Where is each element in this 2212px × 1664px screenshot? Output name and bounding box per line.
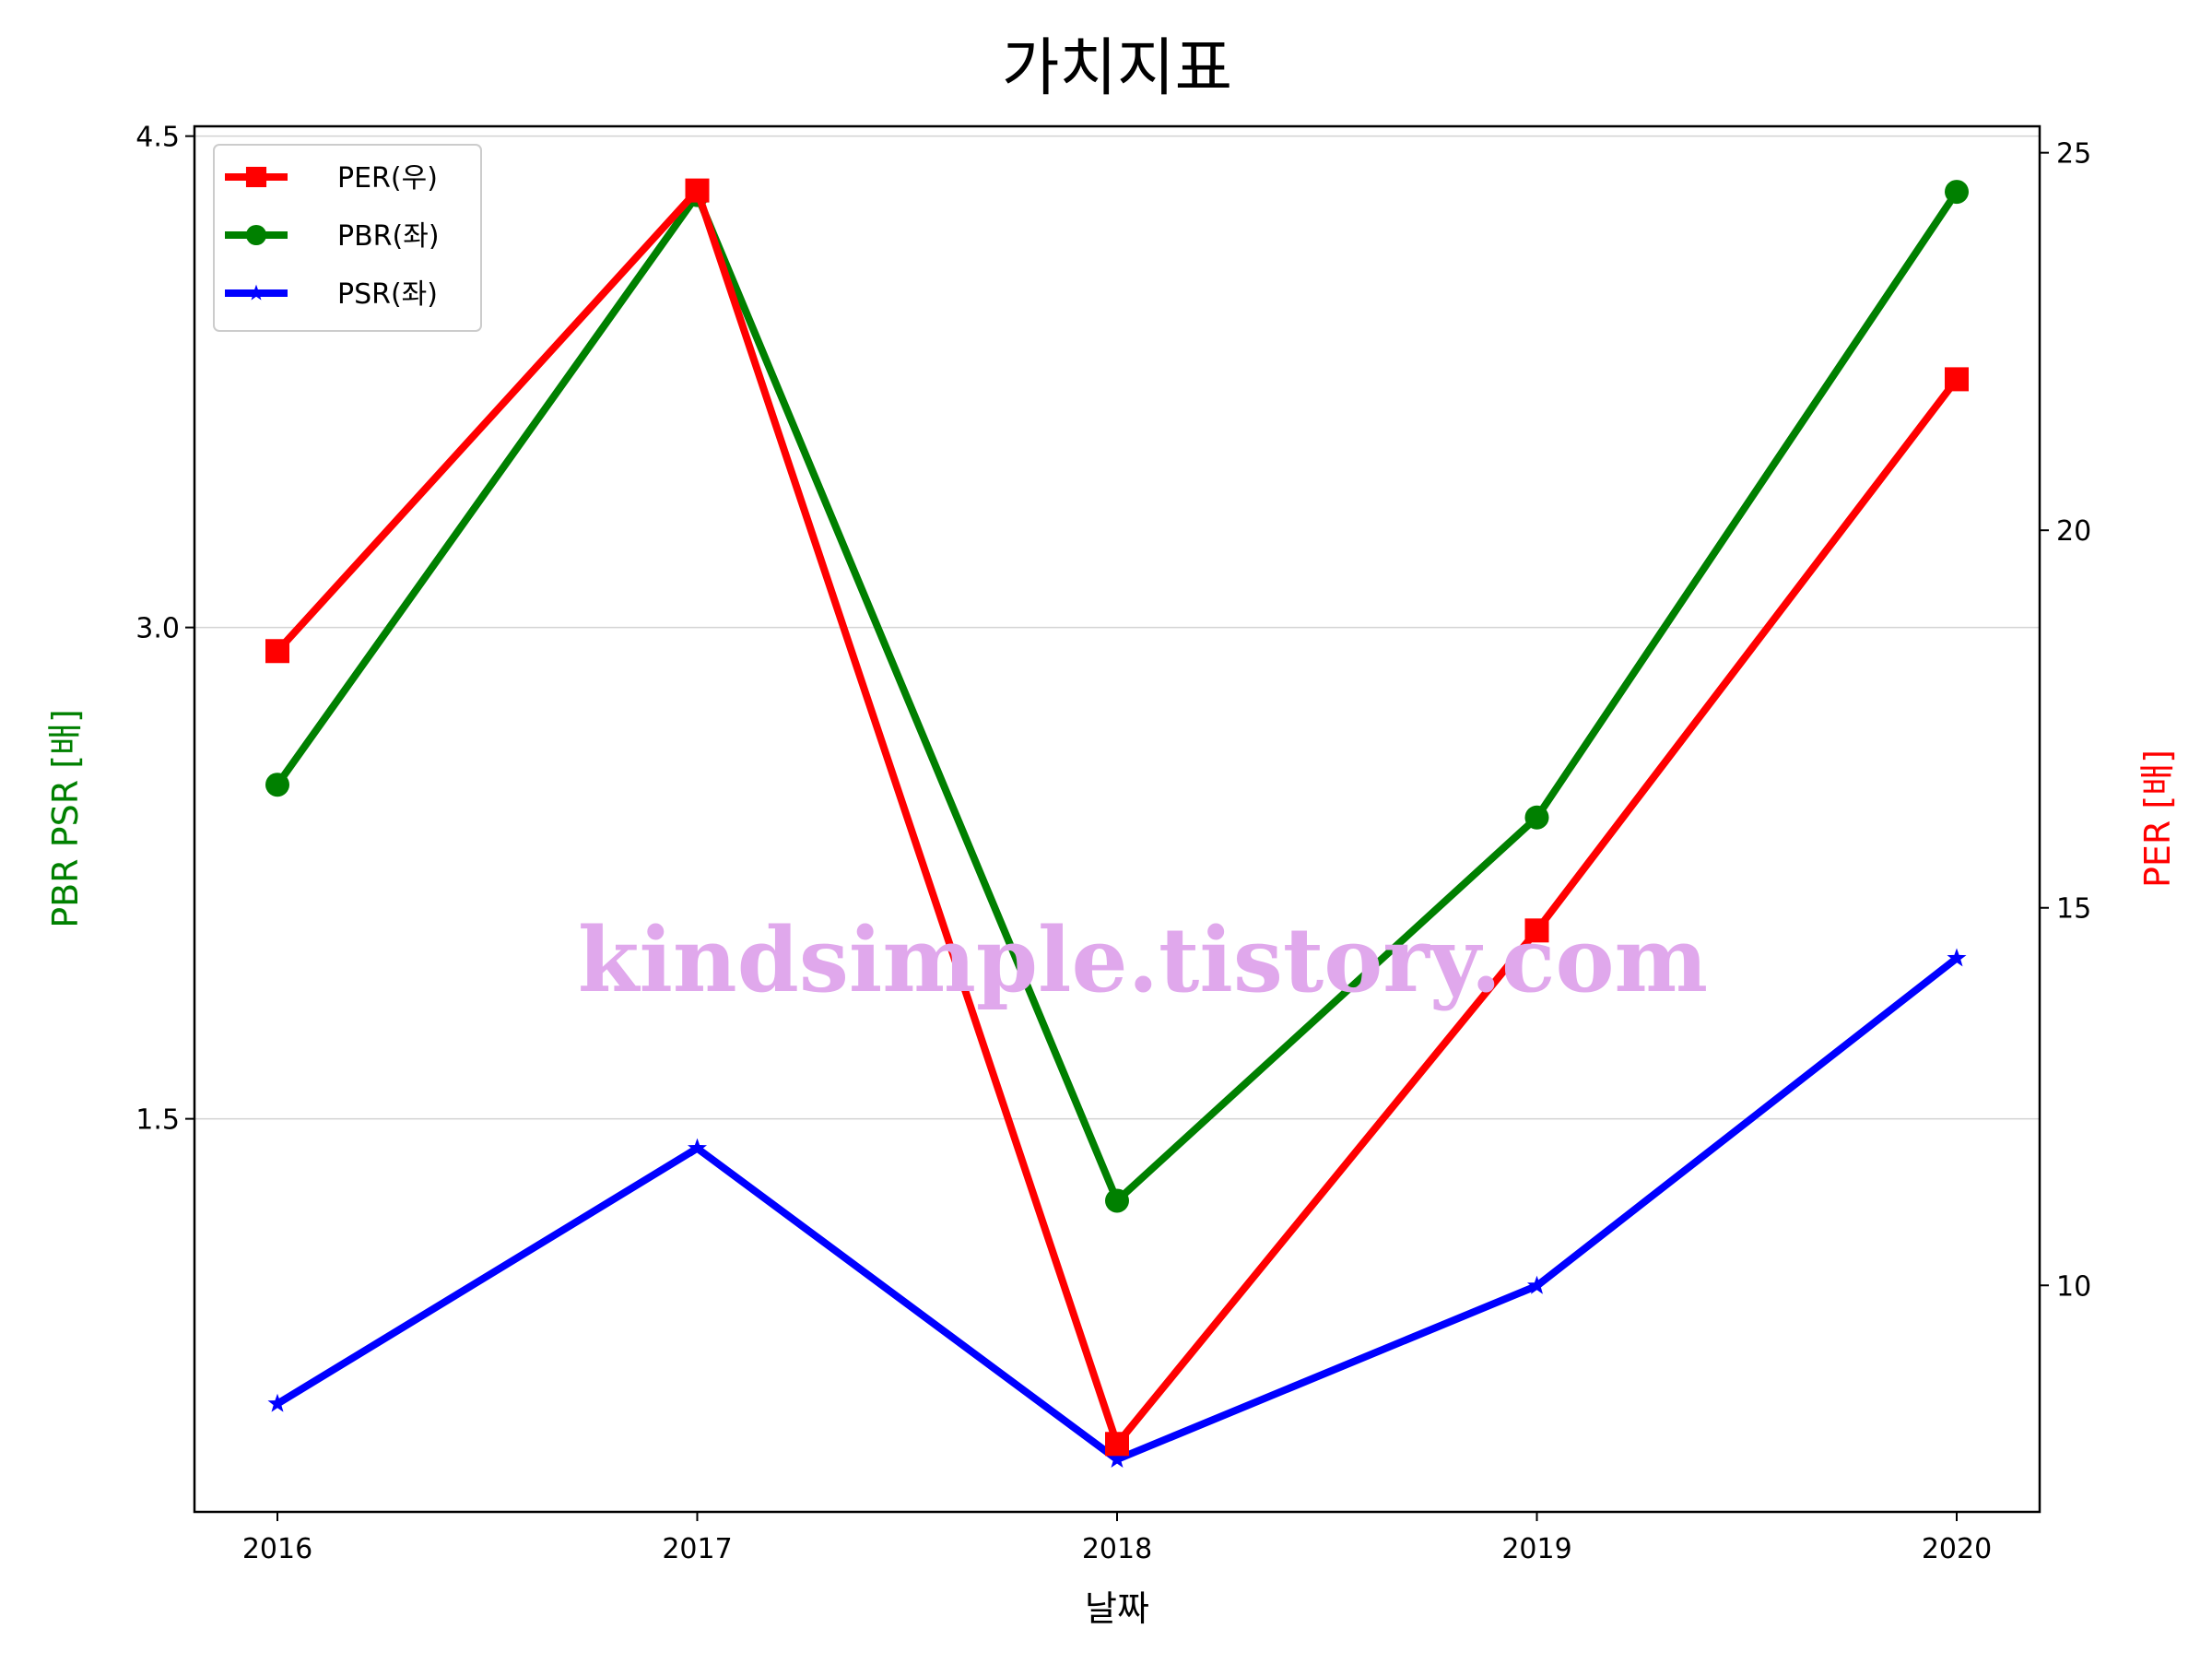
x-axis-label: 날짜 — [1085, 1588, 1149, 1629]
per-point — [685, 178, 710, 203]
pbr-point — [1524, 805, 1549, 830]
legend-items: PER(우) PBR(좌) PSR(좌) — [225, 162, 440, 311]
x-tick-label: 2018 — [1082, 1533, 1152, 1565]
x-tick-label: 2016 — [242, 1533, 312, 1565]
y-right-tick-label: 15 — [2056, 893, 2091, 926]
legend-marker-pbr — [245, 224, 267, 246]
legend-marker-psr — [248, 284, 265, 301]
legend-label-pbr: PBR(좌) — [337, 220, 440, 253]
legend-label-per: PER(우) — [337, 162, 438, 195]
psr-point — [688, 1138, 707, 1157]
y-right-tick-label: 25 — [2056, 138, 2091, 171]
pbr-point — [265, 773, 289, 797]
y-axis-left-label: PBR PSR [배] — [45, 709, 86, 928]
per-point — [265, 639, 289, 664]
legend-item-per: PER(우) — [225, 162, 438, 195]
per-point — [1105, 1432, 1129, 1457]
y-right-tick-label: 10 — [2056, 1270, 2091, 1303]
psr-point — [1107, 1449, 1127, 1468]
y-left-tick-label: 3.0 — [135, 613, 180, 645]
legend-item-psr: PSR(좌) — [225, 278, 438, 311]
per-point — [1945, 367, 1969, 392]
y-left-tick-label: 1.5 — [135, 1104, 180, 1137]
x-tick-label: 2020 — [1922, 1533, 1992, 1565]
legend-item-pbr: PBR(좌) — [225, 220, 440, 253]
y-axis-right-label: PER [배] — [2137, 749, 2178, 888]
per-series — [265, 178, 1969, 1457]
legend-frame — [213, 144, 482, 332]
psr-point — [267, 1393, 288, 1412]
legend-label-psr: PSR(좌) — [337, 278, 438, 311]
pbr-point — [1105, 1188, 1129, 1213]
grid-lines — [194, 135, 2040, 1120]
legend-marker-per — [245, 166, 267, 188]
per-point — [1524, 918, 1549, 943]
psr-point — [1947, 948, 1967, 967]
y-right-tick-label: 20 — [2056, 515, 2091, 548]
pbr-point — [1945, 180, 1969, 205]
psr-point — [1527, 1275, 1547, 1294]
watermark-text: kindsimple.tistory.com — [578, 908, 1708, 1012]
x-tick-label: 2017 — [662, 1533, 732, 1565]
psr-series — [267, 948, 1967, 1468]
series-layer — [265, 178, 1969, 1468]
legend: PER(우) PBR(좌) PSR(좌) — [213, 144, 482, 332]
x-tick-label: 2019 — [1501, 1533, 1571, 1565]
chart-title: 가치지표 — [1002, 32, 1232, 105]
axes-layer: 2016 2017 2018 2019 2020 1.5 3.0 4.5 10 15 20 25 — [135, 122, 2091, 1565]
y-left-tick-label: 4.5 — [135, 122, 180, 154]
